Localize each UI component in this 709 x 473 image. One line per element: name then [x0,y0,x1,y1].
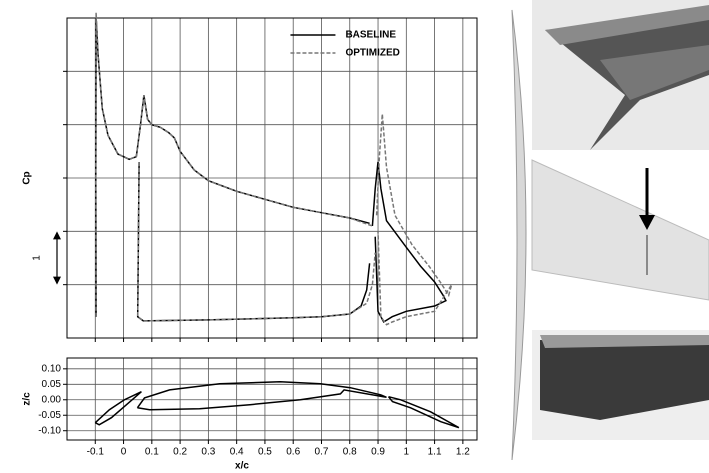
y-axis-label: z/c [22,392,33,406]
arrow-head [53,277,61,285]
annotation: 1 [32,255,43,261]
y-tick-label: 0.05 [42,379,62,390]
legend-label: OPTIMIZED [345,48,399,59]
x-tick-label: 0 [121,447,127,458]
series-line [95,382,459,428]
arrow-head [53,231,61,239]
x-tick-label: 1.2 [456,447,470,458]
x-tick-label: 0.6 [286,447,300,458]
x-tick-label: -0.1 [87,447,105,458]
x-tick-label: 1.1 [428,447,442,458]
x-tick-label: 0.7 [315,447,329,458]
y-axis-label: Cp [22,171,33,184]
x-tick-label: 0.8 [343,447,357,458]
series-line [96,18,446,322]
x-tick-label: 0.3 [201,447,215,458]
figure: BASELINEOPTIMIZEDCp1-0.100.10.20.30.40.5… [0,0,709,473]
y-tick-label: -0.05 [38,410,61,421]
plot-frame [67,358,477,440]
x-tick-label: 0.5 [258,447,272,458]
x-tick-label: 0.1 [145,447,159,458]
x-tick-label: 0.2 [173,447,187,458]
x-tick-label: 0.9 [371,447,385,458]
render-panel [505,0,709,473]
legend-label: BASELINE [345,30,396,41]
series-line [96,13,452,325]
y-tick-label: 0.00 [42,394,62,405]
y-tick-label: -0.10 [38,425,61,436]
x-tick-label: 0.4 [230,447,244,458]
y-tick-label: 0.10 [42,363,62,374]
x-tick-label: 1 [404,447,410,458]
x-axis-label: x/c [235,461,249,472]
